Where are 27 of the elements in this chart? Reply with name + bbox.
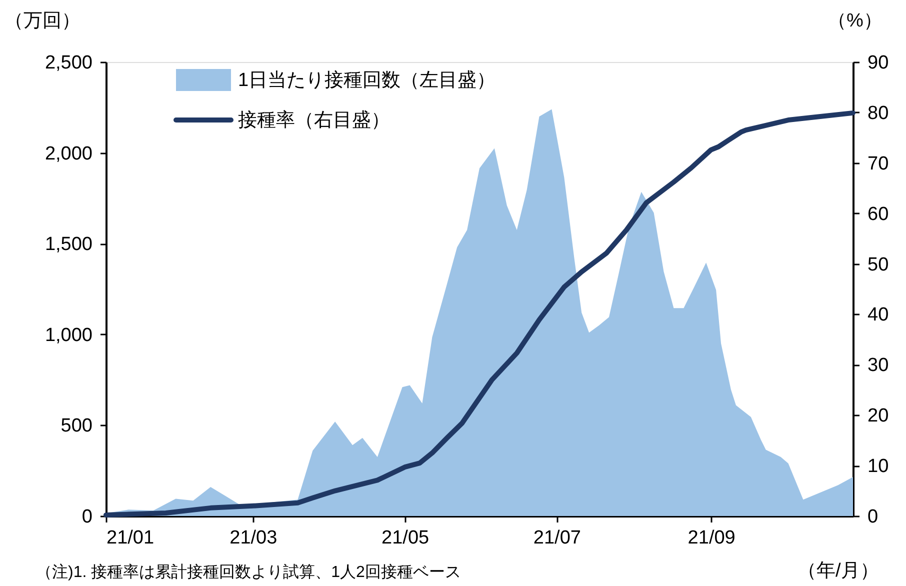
text: （注)1. 接種率は累計接種回数より試算、1人2回接種ベース: [36, 563, 461, 581]
y-tick-label: 1,000: [44, 324, 92, 346]
y2-tick-label: 80: [868, 102, 889, 124]
x-tick-label: 21/03: [230, 528, 278, 548]
y2-tick-label: 70: [868, 153, 889, 174]
y2-tick-label: 10: [868, 456, 889, 478]
y2-tick-label: 90: [868, 52, 889, 74]
y2-tick-label: 30: [868, 355, 889, 376]
y-tick-label: 2,000: [44, 143, 92, 164]
y2-tick-label: 0: [868, 506, 878, 528]
y-axis-title: （万回）: [4, 10, 80, 32]
y2-tick-label: 60: [868, 204, 889, 225]
y-tick-label: 1,500: [44, 234, 92, 256]
x-axis-title: （年/月）: [798, 560, 879, 582]
legend-label: 1日当たり接種回数（左目盛）: [238, 70, 496, 91]
x-tick-label: 21/09: [688, 528, 736, 548]
y-tick-label: 2,500: [44, 52, 92, 74]
legend-label: 接種率（右目盛）: [238, 109, 390, 131]
y-tick-label: 0: [82, 506, 92, 528]
y-tick-label: 500: [60, 416, 92, 437]
x-tick-label: 21/07: [533, 528, 581, 548]
x-tick-label: 21/01: [106, 528, 154, 548]
y2-tick-label: 50: [868, 254, 889, 276]
x-tick-label: 21/05: [382, 528, 430, 548]
y2-tick-label: 20: [868, 406, 889, 427]
y2-axis-title: （%）: [828, 10, 882, 32]
y2-tick-label: 40: [868, 304, 889, 326]
